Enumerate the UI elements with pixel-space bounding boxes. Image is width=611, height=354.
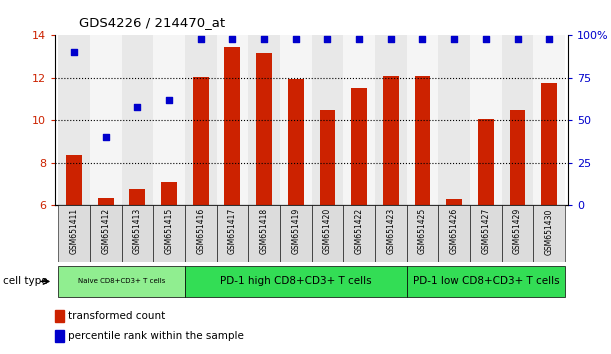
Bar bbox=[312, 35, 343, 205]
Point bbox=[101, 135, 111, 140]
Point bbox=[164, 97, 174, 103]
Text: Naive CD8+CD3+ T cells: Naive CD8+CD3+ T cells bbox=[78, 278, 165, 284]
Text: PD-1 high CD8+CD3+ T cells: PD-1 high CD8+CD3+ T cells bbox=[220, 276, 371, 286]
Text: GSM651417: GSM651417 bbox=[228, 208, 237, 255]
Point bbox=[449, 36, 459, 42]
Text: GSM651419: GSM651419 bbox=[291, 208, 300, 255]
FancyBboxPatch shape bbox=[280, 205, 312, 262]
Point bbox=[417, 36, 427, 42]
Text: GSM651425: GSM651425 bbox=[418, 208, 427, 255]
Bar bbox=[446, 199, 462, 205]
Bar bbox=[216, 35, 248, 205]
Bar bbox=[66, 155, 82, 205]
Bar bbox=[375, 35, 407, 205]
FancyBboxPatch shape bbox=[502, 205, 533, 262]
Bar bbox=[153, 35, 185, 205]
FancyBboxPatch shape bbox=[185, 266, 407, 297]
Text: GSM651420: GSM651420 bbox=[323, 208, 332, 255]
FancyBboxPatch shape bbox=[312, 205, 343, 262]
Point bbox=[259, 36, 269, 42]
Text: GSM651422: GSM651422 bbox=[354, 208, 364, 254]
Bar bbox=[351, 88, 367, 205]
Bar bbox=[470, 35, 502, 205]
FancyBboxPatch shape bbox=[438, 205, 470, 262]
Text: GSM651411: GSM651411 bbox=[70, 208, 78, 254]
FancyBboxPatch shape bbox=[533, 205, 565, 262]
Bar bbox=[415, 76, 430, 205]
Text: transformed count: transformed count bbox=[68, 311, 165, 321]
Bar bbox=[502, 35, 533, 205]
Text: GSM651430: GSM651430 bbox=[545, 208, 554, 255]
FancyBboxPatch shape bbox=[58, 266, 185, 297]
Text: GSM651416: GSM651416 bbox=[196, 208, 205, 255]
Text: GDS4226 / 214470_at: GDS4226 / 214470_at bbox=[79, 16, 225, 29]
Text: cell type: cell type bbox=[3, 276, 48, 286]
Text: percentile rank within the sample: percentile rank within the sample bbox=[68, 331, 244, 341]
FancyBboxPatch shape bbox=[58, 205, 90, 262]
Bar bbox=[130, 189, 145, 205]
Bar bbox=[98, 198, 114, 205]
FancyBboxPatch shape bbox=[153, 205, 185, 262]
FancyBboxPatch shape bbox=[216, 205, 248, 262]
Bar bbox=[478, 119, 494, 205]
Bar bbox=[288, 79, 304, 205]
Bar bbox=[510, 110, 525, 205]
Text: GSM651413: GSM651413 bbox=[133, 208, 142, 255]
Point bbox=[227, 36, 237, 42]
FancyBboxPatch shape bbox=[185, 205, 216, 262]
Point bbox=[354, 36, 364, 42]
Bar bbox=[248, 35, 280, 205]
Bar bbox=[280, 35, 312, 205]
Point bbox=[513, 36, 522, 42]
Bar bbox=[122, 35, 153, 205]
FancyBboxPatch shape bbox=[407, 266, 565, 297]
Bar bbox=[161, 182, 177, 205]
Bar bbox=[407, 35, 438, 205]
Text: GSM651429: GSM651429 bbox=[513, 208, 522, 255]
FancyBboxPatch shape bbox=[375, 205, 407, 262]
Bar bbox=[90, 35, 122, 205]
Text: GSM651412: GSM651412 bbox=[101, 208, 110, 254]
Bar bbox=[55, 330, 64, 342]
Point bbox=[386, 36, 396, 42]
Text: PD-1 low CD8+CD3+ T cells: PD-1 low CD8+CD3+ T cells bbox=[412, 276, 559, 286]
FancyBboxPatch shape bbox=[470, 205, 502, 262]
Bar bbox=[193, 77, 208, 205]
FancyBboxPatch shape bbox=[248, 205, 280, 262]
Bar bbox=[383, 76, 399, 205]
Bar bbox=[343, 35, 375, 205]
Point bbox=[544, 36, 554, 42]
Text: GSM651415: GSM651415 bbox=[164, 208, 174, 255]
Point bbox=[481, 36, 491, 42]
Point bbox=[133, 104, 142, 110]
FancyBboxPatch shape bbox=[343, 205, 375, 262]
Text: GSM651426: GSM651426 bbox=[450, 208, 459, 255]
Bar bbox=[224, 47, 240, 205]
FancyBboxPatch shape bbox=[122, 205, 153, 262]
Bar bbox=[438, 35, 470, 205]
Point bbox=[323, 36, 332, 42]
Bar bbox=[256, 53, 272, 205]
Point bbox=[291, 36, 301, 42]
Bar bbox=[533, 35, 565, 205]
Point bbox=[196, 36, 206, 42]
FancyBboxPatch shape bbox=[407, 205, 438, 262]
Text: GSM651427: GSM651427 bbox=[481, 208, 491, 255]
Point bbox=[69, 50, 79, 55]
Text: GSM651423: GSM651423 bbox=[386, 208, 395, 255]
Bar bbox=[320, 110, 335, 205]
Bar bbox=[55, 310, 64, 322]
Bar bbox=[541, 83, 557, 205]
Text: GSM651418: GSM651418 bbox=[260, 208, 269, 254]
Bar bbox=[58, 35, 90, 205]
Bar bbox=[185, 35, 216, 205]
FancyBboxPatch shape bbox=[90, 205, 122, 262]
